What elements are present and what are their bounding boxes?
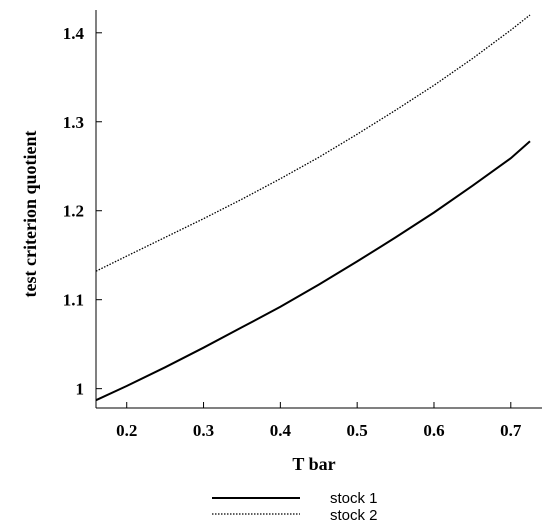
y-axis-title: test criterion quotient <box>20 131 40 298</box>
x-axis-title: T bar <box>292 454 335 474</box>
legend-label-stock-2: stock 2 <box>330 507 378 524</box>
x-tick-label: 0.3 <box>193 421 214 440</box>
x-axis-ticks: 0.2 0.3 0.4 0.5 0.6 0.7 <box>116 402 522 440</box>
series-layer <box>95 14 531 402</box>
legend-label-stock-1: stock 1 <box>330 490 378 507</box>
y-tick-label: 1.1 <box>63 291 84 310</box>
x-tick-label: 0.5 <box>347 421 368 440</box>
y-tick-label: 1.2 <box>63 202 84 221</box>
y-tick-label: 1.3 <box>63 113 84 132</box>
y-axis-ticks: 1 1.1 1.2 1.3 1.4 <box>63 24 102 399</box>
x-tick-label: 0.2 <box>116 421 137 440</box>
x-tick-label: 0.7 <box>500 421 522 440</box>
y-tick-label: 1 <box>76 380 85 399</box>
y-tick-label: 1.4 <box>63 24 85 43</box>
x-tick-label: 0.4 <box>270 421 292 440</box>
x-tick-label: 0.6 <box>423 421 444 440</box>
legend: stock 1 stock 2 <box>212 490 378 524</box>
series-line-stock-2 <box>95 14 531 272</box>
series-line-stock-1 <box>95 140 531 402</box>
